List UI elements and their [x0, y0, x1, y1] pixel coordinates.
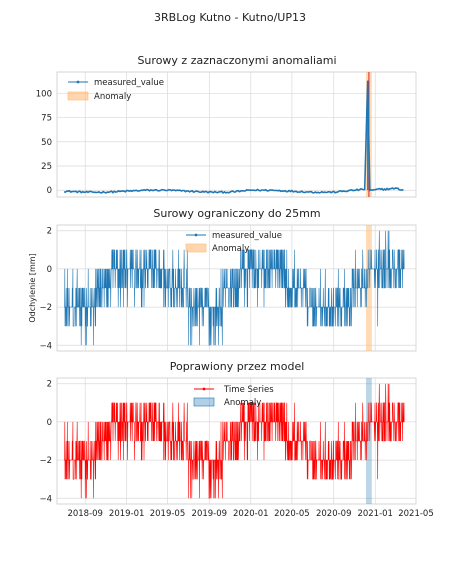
- x-tick-label: 2021-05: [398, 509, 434, 519]
- figure-title: 3RBLog Kutno - Kutno/UP13: [154, 11, 306, 24]
- legend-label-measured-value: measured_value: [212, 231, 282, 241]
- y-tick-label: 2: [47, 380, 52, 390]
- panel-model-corrected: Poprawiony przez model −4 −2 0 2 Time Serie…: [39, 360, 433, 519]
- x-tick-label: 2019-01: [109, 509, 145, 519]
- x-tick-label: 2020-05: [274, 509, 310, 519]
- legend-label-anomaly: Anomaly: [224, 398, 261, 408]
- x-tick-labels: 2018-09 2019-01 2019-05 2019-09 2020-01 2020-…: [67, 509, 433, 519]
- y-tick-label: 100: [36, 89, 52, 99]
- legend-label-anomaly: Anomaly: [94, 92, 131, 102]
- legend-patch-icon: [194, 398, 214, 406]
- x-tick-label: 2019-05: [150, 509, 186, 519]
- legend-label-measured-value: measured_value: [94, 78, 164, 88]
- y-tick-label: −2: [39, 456, 52, 466]
- legend-label-anomaly: Anomaly: [212, 244, 249, 254]
- panel-raw-with-anomalies: Surowy z zaznaczonymi anomaliami 0 25 50 75…: [36, 54, 416, 197]
- y-tick-label: 0: [47, 418, 52, 428]
- x-tick-label: 2020-01: [233, 509, 269, 519]
- legend-marker-icon: [77, 81, 80, 84]
- panel-raw-clipped: Surowy ograniczony do 25mm −4 −2 0 2 Odchyl…: [28, 207, 416, 351]
- plot-area: [57, 72, 416, 197]
- y-tick-label: 0: [47, 265, 52, 275]
- panel-title: Poprawiony przez model: [170, 360, 305, 373]
- y-tick-label: 50: [41, 138, 52, 148]
- legend-patch-icon: [186, 244, 206, 252]
- x-tick-label: 2018-09: [67, 509, 103, 519]
- legend-patch-icon: [68, 92, 88, 100]
- x-tick-label: 2021-01: [357, 509, 393, 519]
- y-tick-label: 25: [41, 162, 52, 172]
- y-tick-label: 0: [47, 186, 52, 196]
- panel-title: Surowy z zaznaczonymi anomaliami: [137, 54, 336, 67]
- legend-marker-icon: [203, 388, 206, 391]
- panel-title: Surowy ograniczony do 25mm: [153, 207, 320, 220]
- y-axis-label: Odchylenie [mm]: [28, 253, 37, 322]
- y-tick-label: −4: [39, 494, 52, 504]
- legend-marker-icon: [195, 234, 198, 237]
- y-tick-label: 2: [47, 227, 52, 237]
- x-tick-label: 2019-09: [192, 509, 228, 519]
- y-tick-label: −2: [39, 303, 52, 313]
- legend-label-time-series: Time Series: [223, 385, 274, 395]
- y-tick-label: −4: [39, 341, 52, 351]
- x-tick-label: 2020-09: [316, 509, 352, 519]
- y-tick-label: 75: [41, 114, 52, 124]
